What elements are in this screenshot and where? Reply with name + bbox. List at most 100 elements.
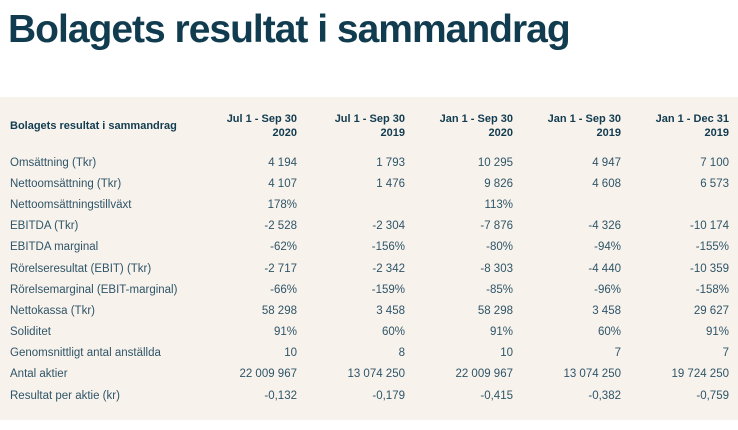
row-value: 9 826 bbox=[484, 177, 513, 190]
row-value: -62% bbox=[270, 241, 297, 254]
column-header-period: Jul 1 - Sep 30 bbox=[226, 113, 297, 125]
row-value: 58 298 bbox=[477, 304, 513, 317]
row-value: 19 724 250 bbox=[671, 368, 729, 381]
row-value: 60% bbox=[381, 326, 405, 339]
column-header-period: Jan 1 - Sep 30 bbox=[547, 113, 621, 125]
row-value: 91% bbox=[705, 326, 729, 339]
row-value: 7 100 bbox=[700, 156, 729, 169]
row-value: 4 608 bbox=[592, 177, 621, 190]
column-header-period: Jul 1 - Sep 30 bbox=[334, 113, 405, 125]
table-header-row: Bolagets resultat i sammandrag Jul 1 - S… bbox=[10, 97, 729, 152]
row-value: -158% bbox=[695, 283, 729, 296]
row-label: EBITDA (Tkr) bbox=[10, 220, 79, 233]
summary-table: Bolagets resultat i sammandrag Jul 1 - S… bbox=[10, 97, 729, 406]
row-value: 6 573 bbox=[700, 177, 729, 190]
column-header: Jul 1 - Sep 30 2019 bbox=[297, 97, 405, 152]
summary-panel: Bolagets resultat i sammandrag Jul 1 - S… bbox=[0, 97, 738, 420]
table-row: Nettoomsättningstillväxt 178% 113% bbox=[10, 194, 729, 215]
row-label: Nettokassa (Tkr) bbox=[10, 304, 95, 317]
row-value: 91% bbox=[273, 326, 297, 339]
row-label: Soliditet bbox=[10, 326, 51, 339]
page-title: Bolagets resultat i sammandrag bbox=[8, 8, 571, 51]
column-header: Jul 1 - Sep 30 2020 bbox=[189, 97, 297, 152]
row-value: -156% bbox=[371, 241, 405, 254]
row-value: -159% bbox=[371, 283, 405, 296]
column-header: Jan 1 - Dec 31 2019 bbox=[621, 97, 729, 152]
row-value: 7 bbox=[614, 347, 621, 360]
row-value: 60% bbox=[597, 326, 621, 339]
row-label: Antal aktier bbox=[10, 368, 68, 381]
row-label: Nettoomsättningstillväxt bbox=[10, 198, 132, 211]
row-value bbox=[621, 194, 729, 215]
table-body: Omsättning (Tkr) 4 194 1 793 10 295 4 947 7 1… bbox=[10, 152, 729, 406]
row-value: -10 174 bbox=[689, 220, 729, 233]
row-value: -4 440 bbox=[588, 262, 621, 275]
row-value: -155% bbox=[695, 241, 729, 254]
table-row: Antal aktier 22 009 967 13 074 250 22 009 9… bbox=[10, 364, 729, 385]
row-label: Resultat per aktie (kr) bbox=[10, 389, 120, 402]
table-header: Bolagets resultat i sammandrag Jul 1 - S… bbox=[10, 97, 729, 152]
column-header-period: Jan 1 - Dec 31 bbox=[655, 113, 729, 125]
row-value: -85% bbox=[486, 283, 513, 296]
row-label: EBITDA marginal bbox=[10, 241, 99, 254]
row-value: 22 009 967 bbox=[455, 368, 513, 381]
row-value: -2 528 bbox=[264, 220, 297, 233]
table-label-header: Bolagets resultat i sammandrag bbox=[10, 120, 177, 132]
row-value bbox=[513, 194, 621, 215]
row-value: -2 717 bbox=[264, 262, 297, 275]
row-value: 13 074 250 bbox=[347, 368, 405, 381]
row-value: 91% bbox=[489, 326, 513, 339]
row-value: -0,759 bbox=[696, 389, 729, 402]
row-value: 1 793 bbox=[376, 156, 405, 169]
column-header: Jan 1 - Sep 30 2019 bbox=[513, 97, 621, 152]
row-value: 13 074 250 bbox=[563, 368, 621, 381]
row-label: Rörelseresultat (EBIT) (Tkr) bbox=[10, 262, 152, 275]
row-value: 58 298 bbox=[261, 304, 297, 317]
column-header-year: 2020 bbox=[488, 127, 513, 139]
column-header: Jan 1 - Sep 30 2020 bbox=[405, 97, 513, 152]
row-value: 4 947 bbox=[592, 156, 621, 169]
table-row: Nettoomsättning (Tkr) 4 107 1 476 9 826 4 60… bbox=[10, 173, 729, 194]
row-value: 3 458 bbox=[376, 304, 405, 317]
row-value: -0,415 bbox=[480, 389, 513, 402]
row-value: 1 476 bbox=[376, 177, 405, 190]
row-label: Genomsnittligt antal anställda bbox=[10, 347, 161, 360]
row-label: Rörelsemarginal (EBIT-marginal) bbox=[10, 283, 178, 296]
row-value: 10 295 bbox=[477, 156, 513, 169]
row-value: 178% bbox=[267, 198, 297, 211]
row-value: -66% bbox=[270, 283, 297, 296]
row-label: Omsättning (Tkr) bbox=[10, 156, 97, 169]
row-value: 7 bbox=[722, 347, 729, 360]
table-row: Omsättning (Tkr) 4 194 1 793 10 295 4 947 7 1… bbox=[10, 152, 729, 173]
column-header-year: 2019 bbox=[704, 127, 729, 139]
table-row: EBITDA marginal -62% -156% -80% -94% -155% bbox=[10, 237, 729, 258]
row-value: -80% bbox=[486, 241, 513, 254]
row-value: -4 326 bbox=[588, 220, 621, 233]
row-value: 22 009 967 bbox=[239, 368, 297, 381]
row-label: Nettoomsättning (Tkr) bbox=[10, 177, 122, 190]
table-row: Soliditet 91% 60% 91% 60% 91% bbox=[10, 322, 729, 343]
column-header-year: 2019 bbox=[596, 127, 621, 139]
row-value: -94% bbox=[594, 241, 621, 254]
row-value: 113% bbox=[484, 198, 513, 211]
table-row: Rörelseresultat (EBIT) (Tkr) -2 717 -2 342… bbox=[10, 258, 729, 279]
row-value: -0,179 bbox=[372, 389, 405, 402]
row-value: -2 342 bbox=[372, 262, 405, 275]
row-value: 29 627 bbox=[693, 304, 729, 317]
row-value: 3 458 bbox=[592, 304, 621, 317]
column-header-period: Jan 1 - Sep 30 bbox=[439, 113, 513, 125]
row-value: 8 bbox=[398, 347, 405, 360]
column-header-year: 2020 bbox=[272, 127, 297, 139]
table-row: Rörelsemarginal (EBIT-marginal) -66% -159%… bbox=[10, 279, 729, 300]
row-value: -0,132 bbox=[264, 389, 297, 402]
column-header-year: 2019 bbox=[380, 127, 405, 139]
row-value: 10 bbox=[284, 347, 297, 360]
row-value: -10 359 bbox=[689, 262, 729, 275]
table-row: Genomsnittligt antal anställda 10 8 10 7 7 bbox=[10, 343, 729, 364]
row-value bbox=[297, 194, 405, 215]
row-value: -96% bbox=[594, 283, 621, 296]
row-value: -8 303 bbox=[480, 262, 513, 275]
row-value: 4 194 bbox=[268, 156, 297, 169]
table-row: Resultat per aktie (kr) -0,132 -0,179 -0,41… bbox=[10, 385, 729, 406]
